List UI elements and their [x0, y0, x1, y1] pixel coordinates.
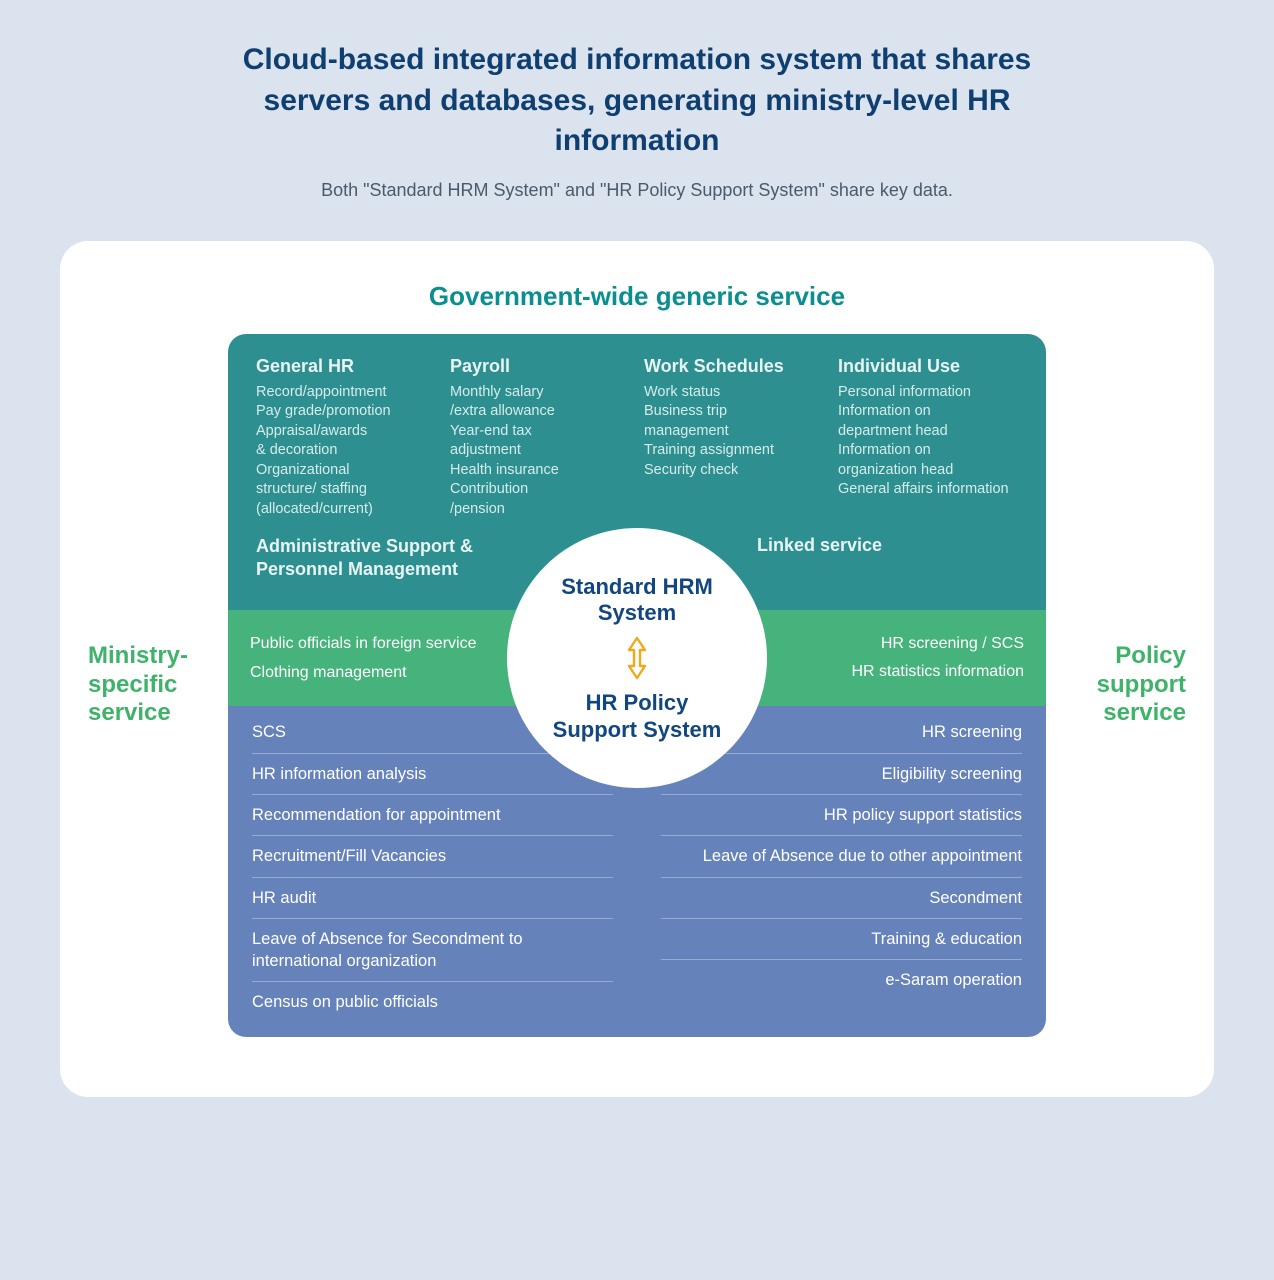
diagram-card: Government-wide generic service Ministry… [60, 241, 1214, 1097]
hub-top-system: Standard HRM System [547, 574, 727, 627]
hub-wrap: Public officials in foreign service Clot… [228, 610, 1046, 706]
page-title: Cloud-based integrated information syste… [227, 40, 1047, 162]
mid-right-item: HR statistics information [769, 663, 1024, 681]
side-label-right: Policy support service [1046, 642, 1186, 728]
top-sub-left: Administrative Support & Personnel Manag… [256, 535, 496, 580]
bottom-left-item: Recommendation for appointment [252, 795, 613, 836]
mid-cell-right: HR screening / SCS HR statistics informa… [747, 610, 1046, 706]
bidirectional-arrow-icon [625, 636, 649, 680]
side-label-right-text: Policy support service [1097, 642, 1186, 727]
bottom-left-item: HR audit [252, 878, 613, 919]
hub-bottom-system: HR Policy Support System [542, 690, 732, 743]
bottom-left-item: Leave of Absence for Secondment to inter… [252, 919, 613, 983]
top-col-payroll: Payroll Monthly salary /extra allowance … [450, 356, 630, 520]
center-hub: Standard HRM System HR Policy Support Sy… [511, 532, 763, 784]
section-title: Government-wide generic service [88, 281, 1186, 312]
bottom-right-item: Leave of Absence due to other appointmen… [661, 836, 1022, 877]
top-col-items: Record/appointment Pay grade/promotion A… [256, 383, 436, 520]
side-label-left-text: Ministry-specific service [88, 642, 188, 727]
bottom-right-item: e-Saram operation [661, 960, 1022, 1000]
bottom-right-item: Secondment [661, 878, 1022, 919]
top-col-title: Payroll [450, 356, 630, 377]
top-columns: General HR Record/appointment Pay grade/… [256, 356, 1018, 520]
top-col-items: Personal information Information on depa… [838, 383, 1018, 500]
page-subtitle: Both "Standard HRM System" and "HR Polic… [50, 180, 1224, 201]
diagram-stack: General HR Record/appointment Pay grade/… [228, 334, 1046, 1037]
top-col-general-hr: General HR Record/appointment Pay grade/… [256, 356, 436, 520]
mid-left-item: Public officials in foreign service [250, 635, 505, 653]
mid-right-item: HR screening / SCS [769, 635, 1024, 653]
bottom-right-item: HR policy support statistics [661, 795, 1022, 836]
top-col-title: Work Schedules [644, 356, 824, 377]
top-col-items: Work status Business trip management Tra… [644, 383, 824, 481]
top-col-title: General HR [256, 356, 436, 377]
top-col-work-schedules: Work Schedules Work status Business trip… [644, 356, 824, 520]
top-col-individual-use: Individual Use Personal information Info… [838, 356, 1018, 520]
diagram: Ministry-specific service General HR Rec… [88, 334, 1186, 1037]
side-label-left: Ministry-specific service [88, 642, 228, 728]
bottom-right-item: Training & education [661, 919, 1022, 960]
bottom-left-item: HR information analysis [252, 754, 613, 795]
header: Cloud-based integrated information syste… [50, 40, 1224, 201]
top-col-items: Monthly salary /extra allowance Year-end… [450, 383, 630, 520]
bottom-left-item: Census on public officials [252, 982, 613, 1022]
mid-cell-left: Public officials in foreign service Clot… [228, 610, 527, 706]
mid-left-item: Clothing management [250, 664, 505, 682]
bottom-left-item: Recruitment/Fill Vacancies [252, 836, 613, 877]
top-sub-right: Linked service [747, 535, 1018, 580]
bottom-right-item: Eligibility screening [661, 754, 1022, 795]
top-col-title: Individual Use [838, 356, 1018, 377]
